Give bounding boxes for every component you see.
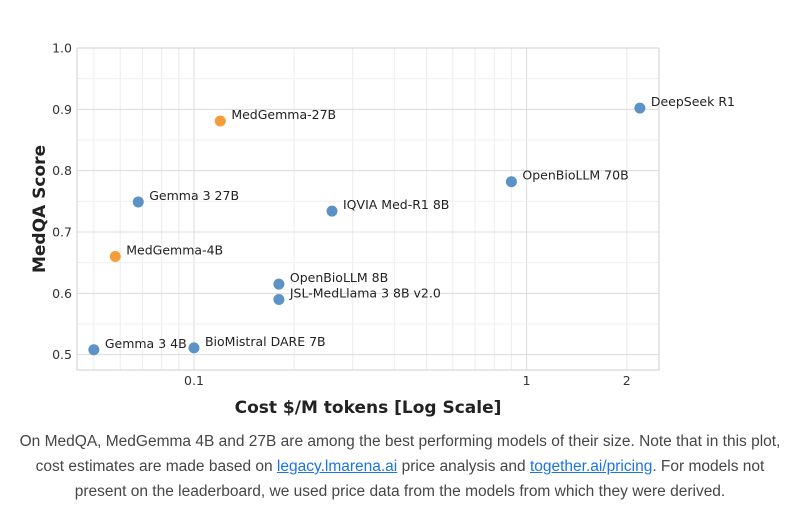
- data-point: [634, 102, 646, 114]
- point-label: MedGemma-27B: [231, 107, 336, 122]
- caption-text: . For models not present on the leaderbo…: [74, 458, 765, 500]
- y-tick-label: 0.9: [52, 102, 72, 117]
- data-point: [88, 344, 100, 356]
- data-points: Gemma 3 4B MedGemma-4B Gemma 3 27B BioMistr…: [88, 94, 735, 356]
- point-label: DeepSeek R1: [651, 94, 735, 109]
- grid: [77, 47, 659, 370]
- data-point: [188, 342, 200, 354]
- y-tick-label: 0.8: [52, 163, 72, 178]
- data-point: [326, 205, 338, 217]
- data-point: [273, 278, 285, 290]
- x-tick-label: 1: [523, 373, 531, 388]
- point-label: MedGemma-4B: [126, 243, 223, 258]
- point-label: IQVIA Med-R1 8B: [343, 197, 449, 212]
- y-axis-label: MedQA Score: [30, 145, 50, 273]
- x-axis-label: Cost $/M tokens [Log Scale]: [235, 398, 502, 418]
- point-label: BioMistral DARE 7B: [205, 334, 326, 349]
- axes: 0.5 0.6 0.7 0.8 0.9 1.0 0.1 1 2: [52, 41, 631, 389]
- y-tick-label: 0.6: [52, 286, 72, 301]
- y-tick-label: 0.7: [52, 225, 72, 240]
- lmarena-link[interactable]: legacy.lmarena.ai: [276, 458, 398, 475]
- plot-frame: [76, 47, 660, 371]
- point-label: JSL-MedLlama 3 8B v2.0: [289, 285, 441, 300]
- figure-caption: On MedQA, MedGemma 4B and 27B are among …: [10, 429, 790, 504]
- data-point: [505, 176, 517, 188]
- point-label: OpenBioLLM 70B: [522, 168, 628, 183]
- data-point: [214, 115, 226, 127]
- point-label: OpenBioLLM 8B: [290, 270, 388, 285]
- scatter-chart: 0.5 0.6 0.7 0.8 0.9 1.0 0.1 1 2 Gemma 3 4B MedGem…: [30, 41, 735, 419]
- data-point: [273, 293, 285, 305]
- data-point: [109, 251, 121, 263]
- x-tick-label: 2: [623, 373, 631, 388]
- caption-text: On MedQA, MedGemma 4B and 27B are among …: [19, 433, 781, 475]
- caption-text: price analysis and: [397, 458, 530, 475]
- x-tick-label: 0.1: [184, 373, 204, 388]
- point-label: Gemma 3 4B: [105, 336, 187, 351]
- data-point: [132, 196, 144, 208]
- together-pricing-link[interactable]: together.ai/pricing: [529, 458, 653, 475]
- y-tick-label: 0.5: [52, 347, 72, 362]
- point-label: Gemma 3 27B: [149, 188, 239, 203]
- y-tick-label: 1.0: [52, 41, 72, 56]
